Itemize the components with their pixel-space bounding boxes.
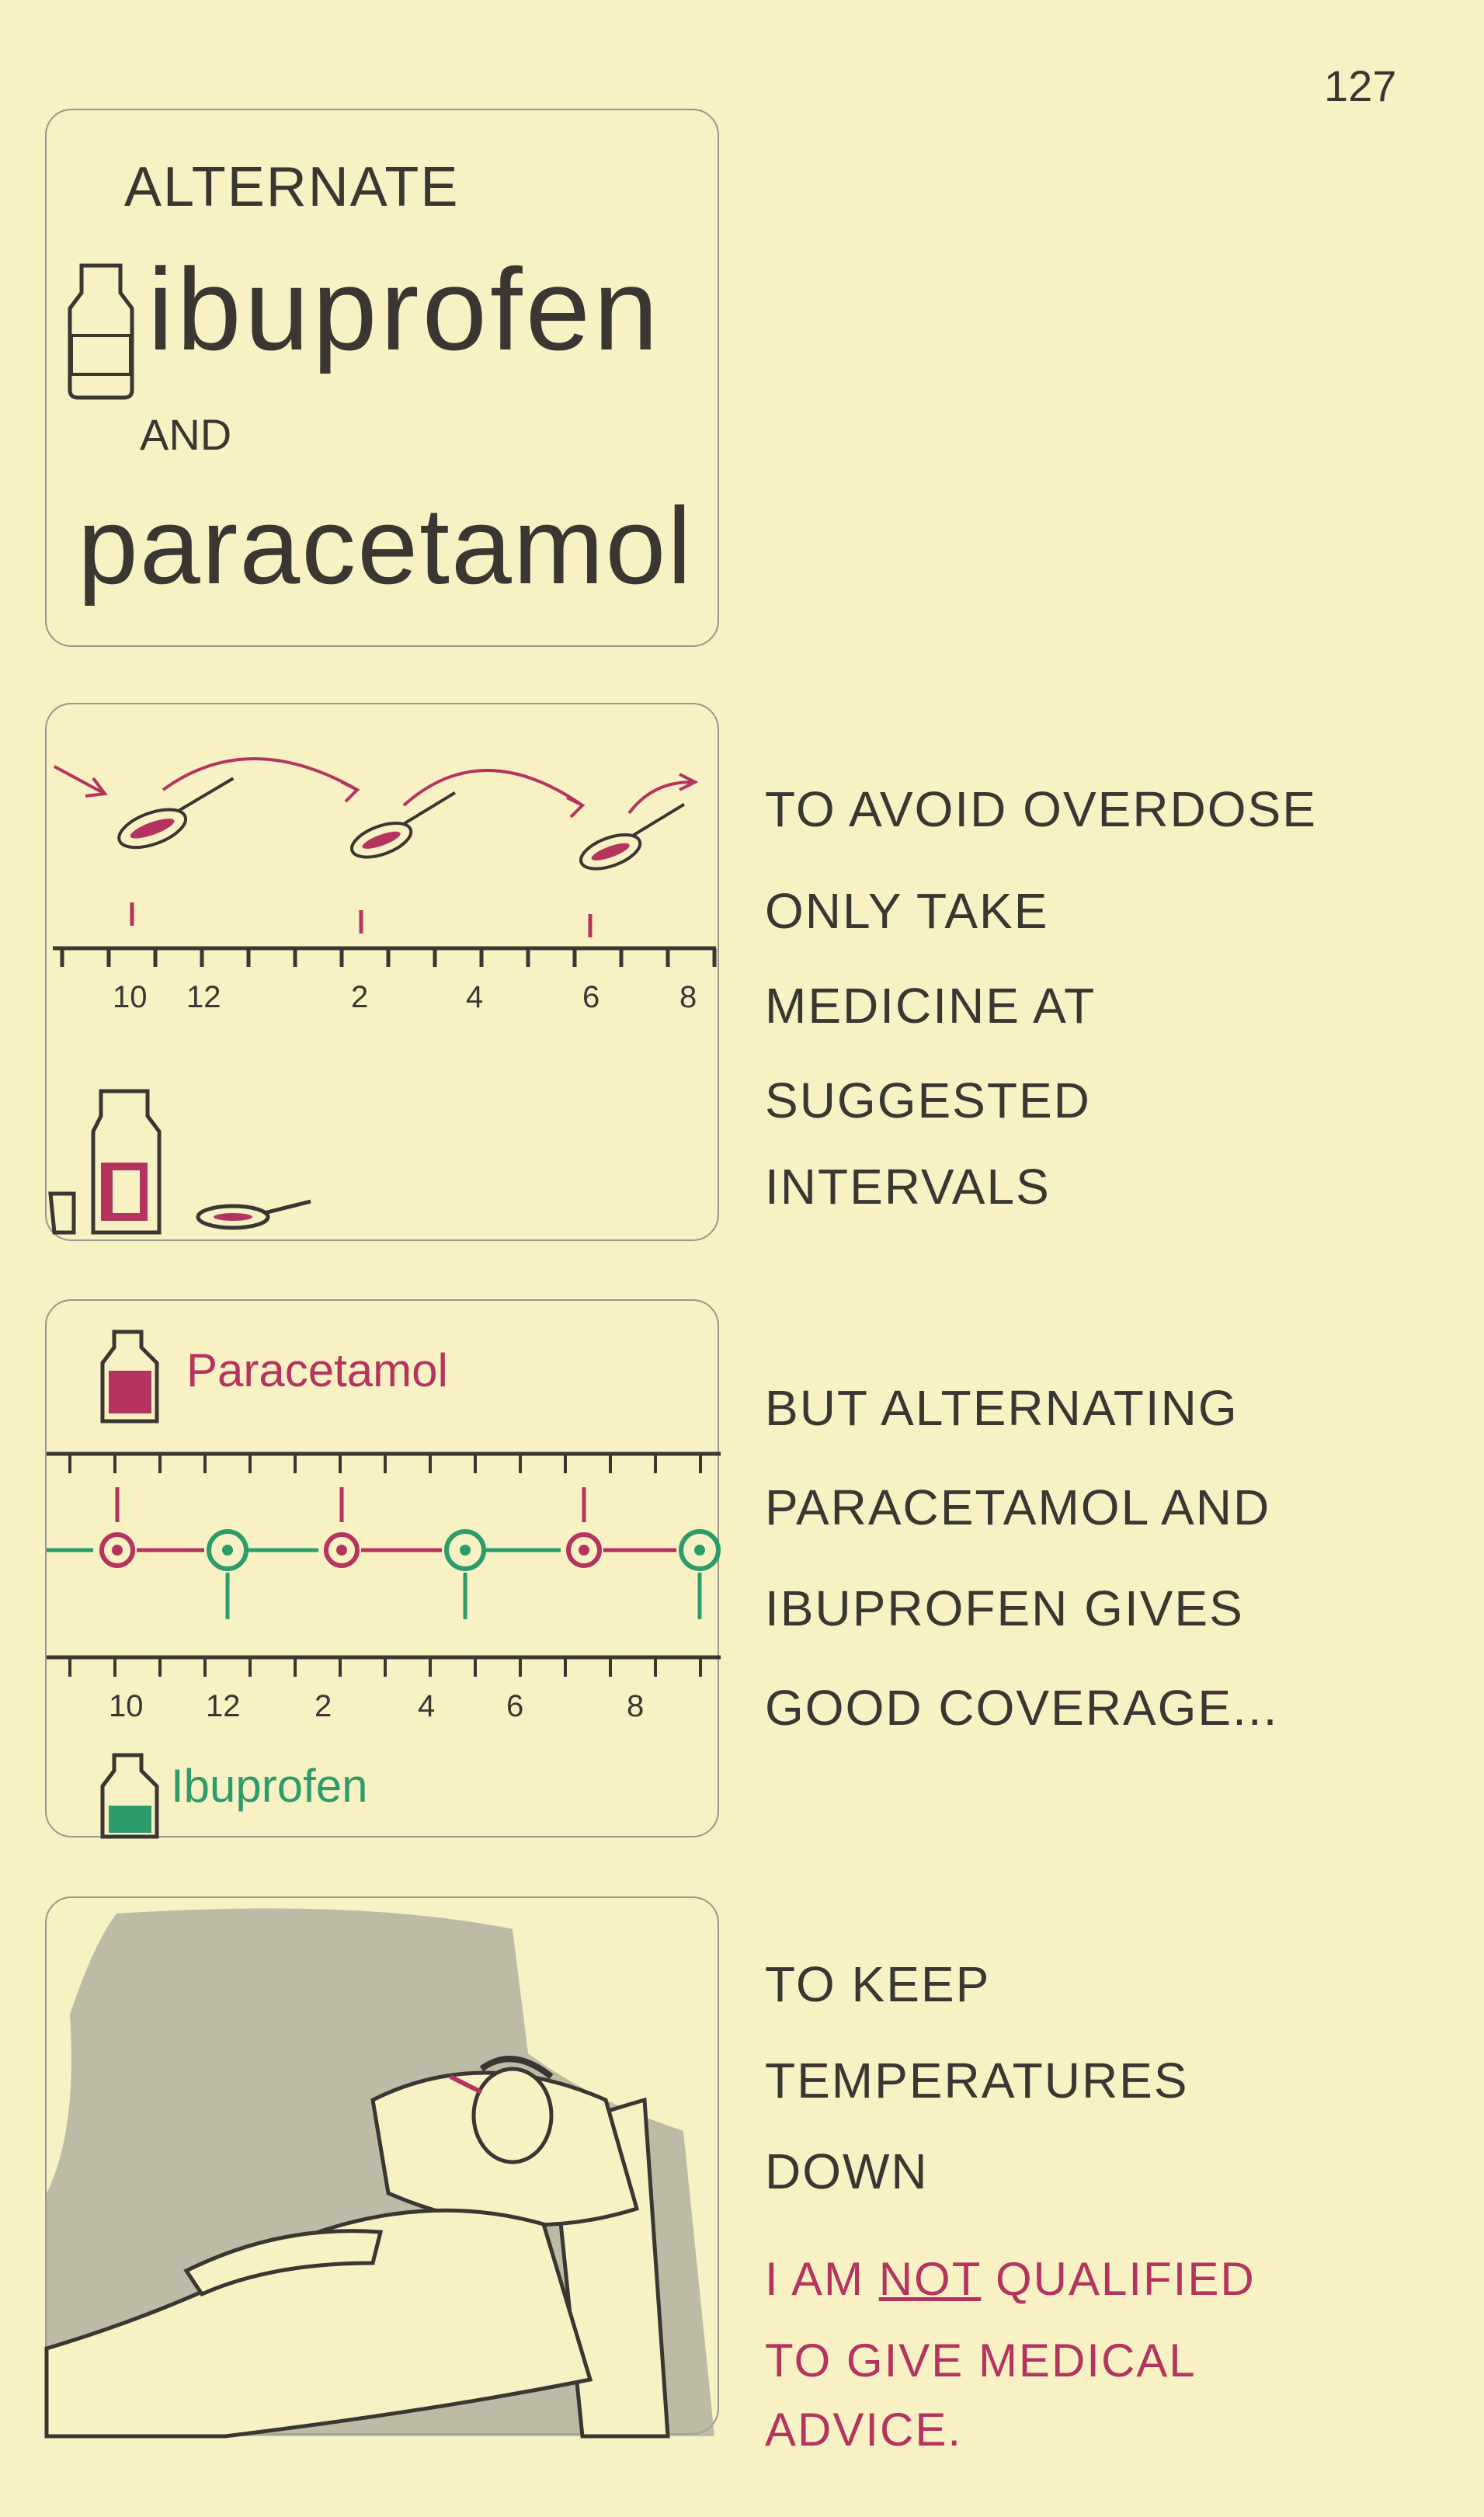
ibuprofen-dose-circle: [207, 1529, 248, 1571]
dose-dot: [579, 1545, 589, 1556]
title-and: and: [140, 410, 232, 459]
label-ibuprofen: Ibuprofen: [171, 1760, 368, 1812]
ibuprofen-dose-circle: [444, 1529, 486, 1571]
tick-label: 10: [109, 1689, 144, 1723]
caption-line: down: [765, 2143, 929, 2199]
tick-label: 8: [627, 1689, 645, 1723]
caption-line: suggested: [765, 1073, 1091, 1128]
disclaimer-line: I am not qualified: [765, 2252, 1256, 2306]
caption-line: intervals: [765, 1159, 1051, 1215]
tick-label: 4: [418, 1689, 436, 1723]
paracetamol-dose-circle: [324, 1532, 360, 1568]
tick-label: 12: [206, 1689, 241, 1723]
tick-label: 4: [466, 980, 484, 1014]
disclaimer-line: to give medical: [765, 2334, 1197, 2387]
alternating-timeline: [47, 1451, 721, 1677]
dose-dot: [112, 1545, 123, 1556]
panel-intervals: 10 12 2 4 6 8: [45, 703, 719, 1241]
dose-markers: [130, 902, 593, 937]
caption-line: medicine at: [765, 978, 1096, 1034]
page-number: 127: [1324, 61, 1397, 110]
dose-dot: [222, 1545, 233, 1556]
disclaimer-after: qualified: [981, 2253, 1256, 2305]
ibuprofen-bottle-icon: [100, 1753, 159, 1839]
tick-label: 6: [506, 1689, 524, 1723]
tick-label: 2: [351, 980, 369, 1014]
tick-label: 8: [679, 980, 697, 1014]
dose-dot: [460, 1545, 471, 1556]
bottle-and-cup: [48, 1089, 311, 1235]
disclaimer-line: advice.: [765, 2404, 963, 2456]
caption-line: only take: [765, 883, 1049, 939]
tick-label: 10: [113, 980, 148, 1014]
paracetamol-dose-circle: [566, 1532, 602, 1568]
caption-line: paracetamol and: [765, 1479, 1271, 1535]
dose-arrows: [54, 757, 699, 819]
title-ibuprofen: ibuprofen: [148, 244, 662, 374]
paracetamol-bottle-icon: [100, 1330, 159, 1424]
tick-label: 2: [315, 1689, 332, 1723]
dose-dot: [336, 1545, 347, 1556]
caption-line: temperatures: [765, 2053, 1189, 2109]
tick-label: 12: [186, 980, 221, 1014]
sick-person-in-bed-illustration: [44, 1908, 714, 2439]
time-axis: [53, 946, 717, 967]
title-paracetamol: paracetamol: [78, 485, 693, 607]
disclaimer-emphasis: not: [878, 2253, 982, 2305]
label-paracetamol: Paracetamol: [186, 1344, 448, 1396]
caption-line: But alternating: [765, 1380, 1239, 1436]
caption-line: To avoid overdose: [765, 781, 1317, 837]
ibuprofen-dose-circle: [679, 1529, 721, 1571]
panel-alternating: Paracetamol 10 12 2 4 6 8 Ibuprofen: [45, 1299, 721, 1839]
interval-timeline: [48, 757, 717, 1235]
medicine-bottle-icon: [68, 263, 134, 400]
disclaimer-before: I am: [765, 2253, 879, 2305]
caption-line: ibuprofen gives: [765, 1580, 1244, 1636]
panel-title: Alternate ibuprofen and paracetamol: [45, 109, 719, 647]
caption-line: good coverage...: [765, 1680, 1279, 1736]
panel-sick-in-bed: [44, 1896, 719, 2439]
dose-dot: [694, 1545, 705, 1556]
spoon-icons: [117, 777, 685, 871]
title-alternate: Alternate: [124, 156, 460, 218]
tick-label: 6: [582, 980, 600, 1014]
paracetamol-dose-circle: [99, 1532, 135, 1568]
caption-line: To keep: [765, 1956, 991, 2012]
